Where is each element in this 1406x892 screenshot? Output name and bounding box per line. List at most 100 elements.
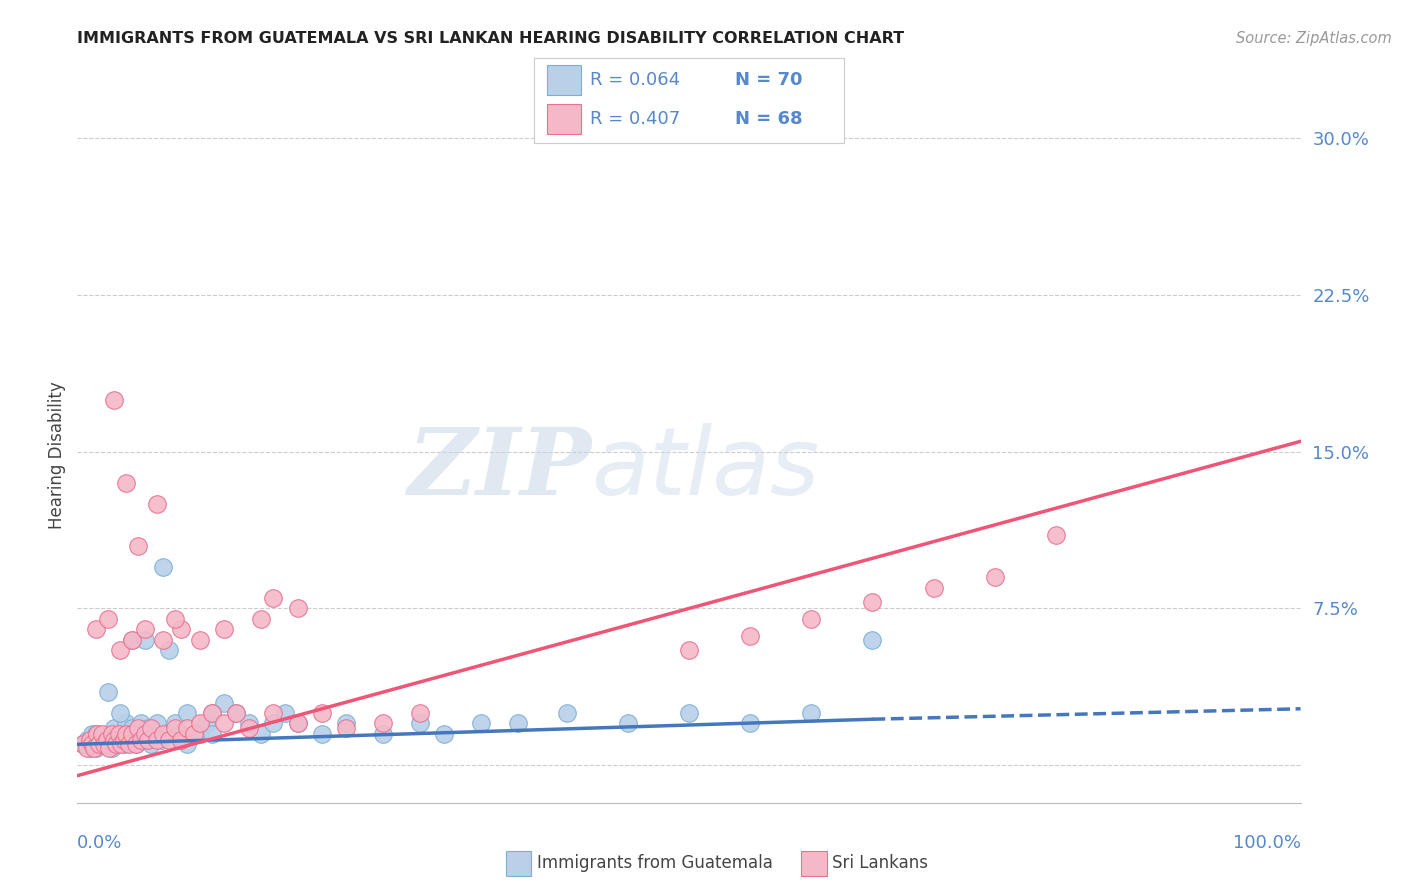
- Point: [105, 737, 128, 751]
- Point: [201, 706, 224, 720]
- Point: [84, 741, 107, 756]
- Point: [90, 731, 112, 745]
- Point: [103, 733, 125, 747]
- Point: [170, 623, 193, 637]
- Text: N = 68: N = 68: [735, 110, 803, 128]
- Point: [86, 727, 108, 741]
- Point: [112, 733, 135, 747]
- Point: [157, 643, 180, 657]
- Point: [108, 643, 131, 657]
- Point: [97, 685, 120, 699]
- Text: IMMIGRANTS FROM GUATEMALA VS SRI LANKAN HEARING DISABILITY CORRELATION CHART: IMMIGRANTS FROM GUATEMALA VS SRI LANKAN …: [77, 31, 904, 46]
- Point: [83, 741, 105, 756]
- Point: [76, 741, 98, 756]
- Point: [984, 570, 1007, 584]
- Text: Source: ZipAtlas.com: Source: ZipAtlas.com: [1236, 31, 1392, 46]
- Point: [238, 721, 260, 735]
- Point: [183, 727, 205, 741]
- Point: [274, 706, 297, 720]
- Point: [134, 727, 156, 741]
- Point: [678, 706, 700, 720]
- Text: R = 0.064: R = 0.064: [591, 71, 681, 89]
- Point: [121, 632, 143, 647]
- Point: [125, 737, 148, 751]
- Point: [127, 539, 149, 553]
- Point: [371, 727, 394, 741]
- Point: [103, 721, 125, 735]
- Point: [409, 716, 432, 731]
- Point: [90, 727, 112, 741]
- Point: [80, 737, 103, 751]
- Point: [127, 727, 149, 741]
- Point: [134, 632, 156, 647]
- Point: [188, 716, 211, 731]
- Point: [136, 733, 159, 747]
- Point: [212, 716, 235, 731]
- Point: [170, 733, 193, 747]
- Point: [115, 476, 138, 491]
- Point: [89, 737, 111, 751]
- Point: [139, 721, 162, 735]
- Point: [76, 733, 98, 747]
- Point: [157, 727, 180, 741]
- Point: [311, 706, 333, 720]
- Point: [183, 727, 205, 741]
- Point: [103, 392, 125, 407]
- Point: [238, 716, 260, 731]
- Point: [287, 601, 309, 615]
- Point: [922, 581, 945, 595]
- Point: [176, 721, 198, 735]
- Point: [201, 727, 224, 741]
- Point: [129, 733, 152, 747]
- Point: [142, 727, 165, 741]
- Point: [262, 706, 284, 720]
- Point: [125, 737, 148, 751]
- Point: [862, 595, 884, 609]
- Point: [165, 612, 187, 626]
- Point: [555, 706, 578, 720]
- Point: [100, 727, 122, 741]
- Point: [194, 716, 217, 731]
- Point: [100, 741, 122, 756]
- Point: [79, 741, 101, 756]
- Point: [201, 706, 224, 720]
- Text: R = 0.407: R = 0.407: [591, 110, 681, 128]
- Point: [149, 733, 172, 747]
- Point: [97, 612, 120, 626]
- Point: [84, 623, 107, 637]
- Point: [118, 737, 141, 751]
- Point: [165, 721, 187, 735]
- Point: [98, 737, 121, 751]
- Point: [72, 737, 94, 751]
- Point: [212, 623, 235, 637]
- Point: [409, 706, 432, 720]
- Point: [134, 733, 156, 747]
- Point: [80, 727, 103, 741]
- Point: [152, 559, 174, 574]
- Point: [118, 733, 141, 747]
- Point: [250, 612, 273, 626]
- Point: [262, 591, 284, 605]
- Point: [335, 721, 357, 735]
- Point: [152, 632, 174, 647]
- Bar: [547, 65, 581, 95]
- Point: [212, 696, 235, 710]
- Point: [72, 737, 94, 751]
- Point: [134, 623, 156, 637]
- Point: [84, 727, 107, 741]
- Point: [108, 733, 131, 747]
- Point: [152, 727, 174, 741]
- Point: [96, 733, 118, 747]
- Point: [371, 716, 394, 731]
- Bar: [547, 103, 581, 134]
- Point: [433, 727, 456, 741]
- Point: [146, 733, 169, 747]
- Point: [129, 716, 152, 731]
- Point: [287, 716, 309, 731]
- Point: [146, 716, 169, 731]
- Point: [83, 737, 105, 751]
- Point: [105, 737, 128, 751]
- Point: [112, 737, 135, 751]
- Point: [146, 497, 169, 511]
- Point: [176, 737, 198, 751]
